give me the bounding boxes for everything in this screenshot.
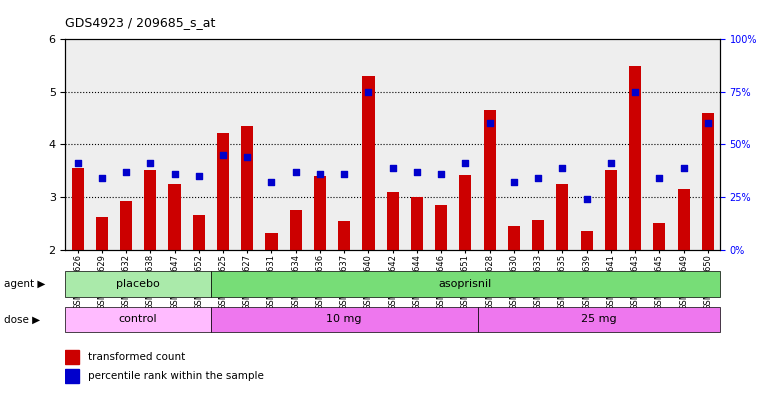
- Text: control: control: [119, 314, 158, 324]
- Bar: [192, 215, 205, 250]
- Bar: [363, 76, 374, 250]
- Bar: [338, 220, 350, 250]
- Bar: [532, 220, 544, 250]
- Point: [338, 171, 350, 177]
- Bar: [65, 369, 79, 383]
- Bar: [144, 170, 156, 250]
- Point: [217, 152, 229, 158]
- Bar: [266, 233, 277, 250]
- Bar: [211, 307, 477, 332]
- Bar: [508, 226, 520, 250]
- Bar: [701, 113, 714, 250]
- Point: [314, 171, 326, 177]
- Point: [290, 169, 302, 175]
- Point: [459, 160, 471, 167]
- Text: GDS4923 / 209685_s_at: GDS4923 / 209685_s_at: [65, 16, 216, 29]
- Point: [144, 160, 156, 167]
- Point: [410, 169, 423, 175]
- Point: [629, 89, 641, 95]
- Bar: [314, 176, 326, 250]
- Bar: [387, 192, 399, 250]
- Bar: [95, 217, 108, 250]
- Text: transformed count: transformed count: [89, 352, 186, 362]
- Point: [604, 160, 617, 167]
- Bar: [678, 189, 690, 250]
- Point: [678, 164, 690, 171]
- Point: [507, 179, 520, 185]
- Bar: [169, 184, 181, 250]
- Point: [266, 179, 278, 185]
- Bar: [241, 126, 253, 250]
- Point: [387, 164, 399, 171]
- Bar: [484, 110, 496, 250]
- Bar: [581, 231, 593, 250]
- Point: [72, 160, 84, 167]
- Point: [192, 173, 205, 179]
- Point: [581, 196, 593, 202]
- Bar: [290, 210, 302, 250]
- Text: asoprisnil: asoprisnil: [439, 279, 492, 289]
- Bar: [211, 271, 720, 297]
- Bar: [65, 271, 211, 297]
- Point: [169, 171, 181, 177]
- Text: 25 mg: 25 mg: [581, 314, 617, 324]
- Bar: [629, 66, 641, 250]
- Bar: [65, 350, 79, 364]
- Bar: [72, 168, 84, 250]
- Point: [701, 120, 714, 127]
- Point: [120, 169, 132, 175]
- Bar: [604, 170, 617, 250]
- Text: 10 mg: 10 mg: [326, 314, 362, 324]
- Bar: [477, 307, 720, 332]
- Point: [484, 120, 496, 127]
- Bar: [411, 197, 423, 250]
- Bar: [460, 175, 471, 250]
- Point: [556, 164, 568, 171]
- Bar: [435, 205, 447, 250]
- Text: dose ▶: dose ▶: [4, 314, 40, 324]
- Bar: [217, 133, 229, 250]
- Point: [363, 89, 375, 95]
- Bar: [556, 184, 568, 250]
- Point: [653, 175, 665, 181]
- Point: [435, 171, 447, 177]
- Bar: [65, 307, 211, 332]
- Text: placebo: placebo: [116, 279, 160, 289]
- Bar: [653, 223, 665, 250]
- Point: [95, 175, 108, 181]
- Text: percentile rank within the sample: percentile rank within the sample: [89, 371, 264, 382]
- Bar: [120, 201, 132, 250]
- Text: agent ▶: agent ▶: [4, 279, 45, 289]
- Point: [532, 175, 544, 181]
- Point: [241, 154, 253, 160]
